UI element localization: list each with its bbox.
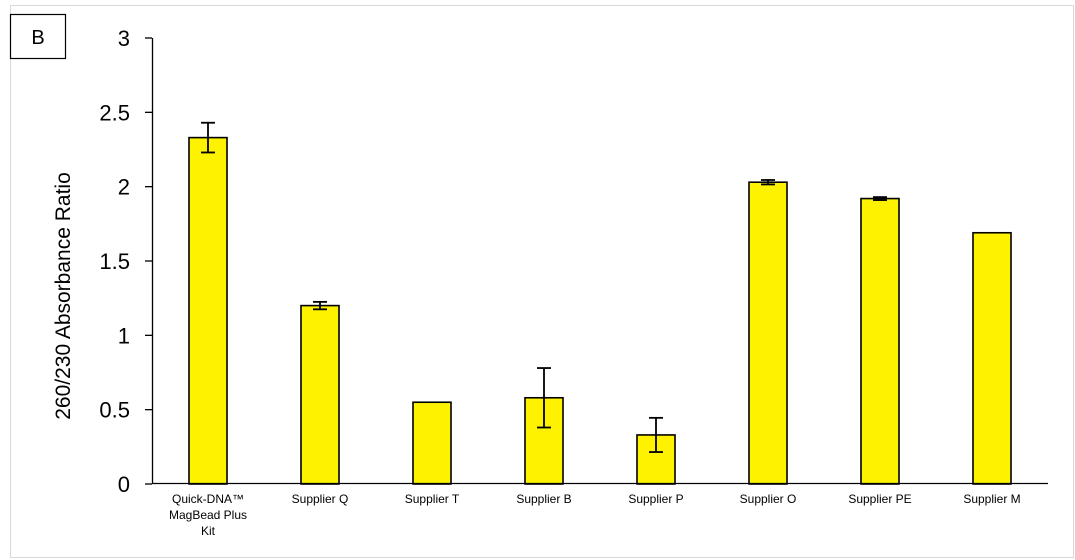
y-axis-title: 260/230 Absorbance Ratio [52, 172, 75, 420]
x-category-label-line: Quick-DNA™ [172, 492, 244, 506]
x-category-label: Supplier O [740, 492, 797, 506]
y-tick-label: 0.5 [99, 398, 130, 423]
bar [412, 401, 452, 485]
x-category-label-line: Supplier M [963, 492, 1020, 506]
x-category-label: Supplier T [405, 492, 460, 506]
bars [188, 136, 1012, 485]
x-category-label-line: MagBead Plus [169, 508, 247, 522]
bar [188, 136, 228, 485]
x-category-label: Quick-DNA™ MagBead Plus Kit [169, 492, 247, 538]
x-category-label-line: Supplier O [740, 492, 797, 506]
y-tick-label: 1 [118, 323, 130, 348]
bar [860, 197, 900, 485]
bar [748, 181, 788, 485]
panel-label: B [31, 27, 44, 49]
x-category-label: Supplier M [963, 492, 1020, 506]
y-axis: 0 0.5 1 1.5 2 2.5 3 [99, 26, 152, 497]
x-axis-labels: Quick-DNA™ MagBead Plus Kit Supplier Q Suppl… [169, 492, 1021, 538]
y-tick-label: 2 [118, 175, 130, 200]
chart-border [10, 5, 1074, 558]
y-tick-label: 3 [118, 26, 130, 51]
x-category-label-line: Supplier Q [292, 492, 349, 506]
x-category-label-line: Supplier T [405, 492, 460, 506]
x-category-label-line: Supplier P [628, 492, 683, 506]
y-tick-label: 0 [118, 472, 130, 497]
x-category-label: Supplier Q [292, 492, 349, 506]
bar [972, 231, 1012, 485]
panel-label-box: B [9, 13, 67, 60]
x-category-label: Supplier B [516, 492, 571, 506]
x-category-label-line: Supplier PE [848, 492, 911, 506]
x-category-label-line: Kit [201, 524, 216, 538]
bar [300, 304, 340, 485]
y-tick-label: 1.5 [99, 249, 130, 274]
x-category-label: Supplier P [628, 492, 683, 506]
y-tick-label: 2.5 [99, 100, 130, 125]
error-bars [201, 121, 887, 453]
x-category-label: Supplier PE [848, 492, 911, 506]
x-category-label-line: Supplier B [516, 492, 571, 506]
panel-label-frame [9, 13, 67, 60]
